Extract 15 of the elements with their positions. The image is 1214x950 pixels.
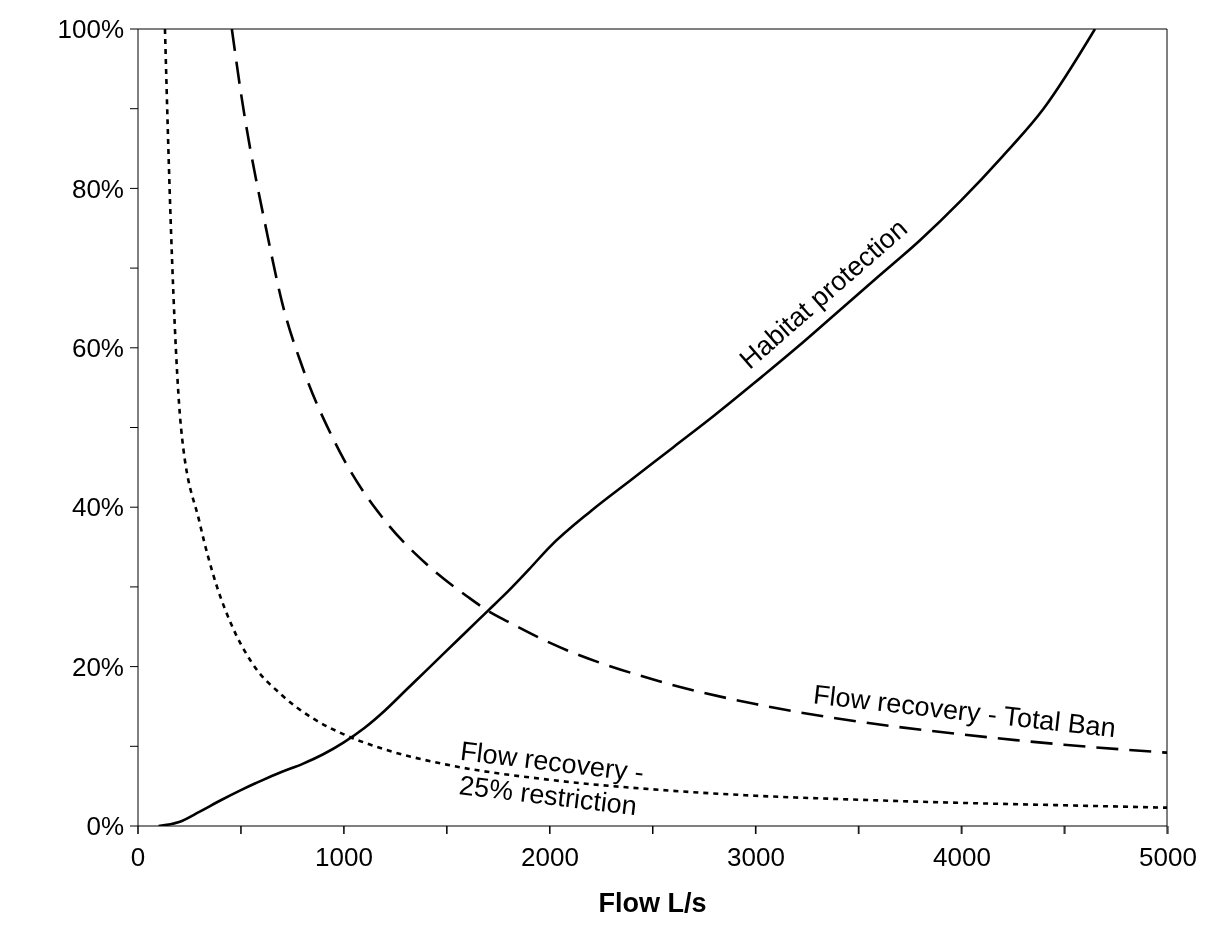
text: Flow recovery - 25% restriction <box>457 735 646 822</box>
x-tick-label: 0 <box>130 842 146 872</box>
y-tick-label: 80% <box>71 173 124 204</box>
x-tick-label: 1000 <box>315 842 373 872</box>
x-tick-label: 4000 <box>933 842 991 872</box>
y-tick-label: 0% <box>86 811 124 842</box>
x-tick-label: 2000 <box>521 842 579 872</box>
y-tick-label: 20% <box>71 651 124 682</box>
text: Flow recovery - Total Ban <box>811 679 1118 744</box>
y-tick-label: 60% <box>71 333 124 364</box>
x-tick-label: 3000 <box>727 842 785 872</box>
y-tick-label: 100% <box>57 14 124 45</box>
y-tick-label: 40% <box>71 492 124 523</box>
x-tick-label: 5000 <box>1139 842 1197 872</box>
x-axis-title: Flow L/s <box>598 888 707 918</box>
